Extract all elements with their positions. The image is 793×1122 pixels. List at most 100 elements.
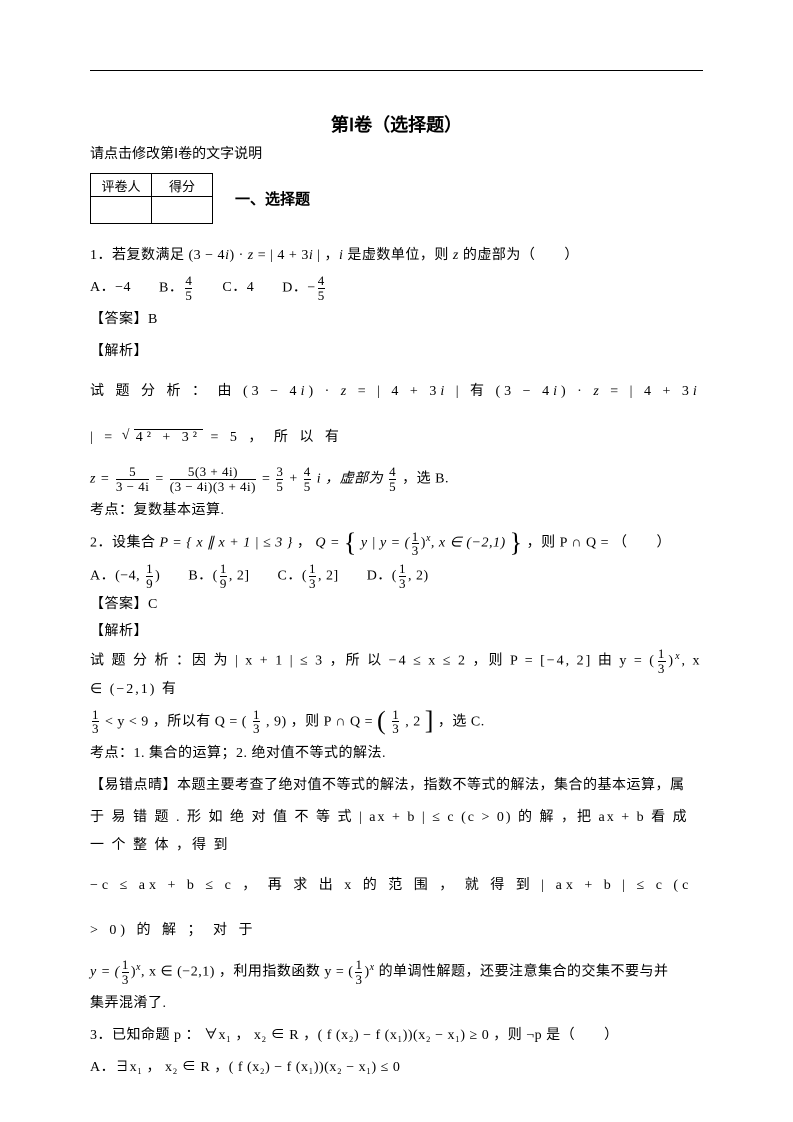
- q2n4fn: 1: [122, 958, 129, 972]
- page: 第Ⅰ卷（选择题） 请点击修改第Ⅰ卷的文字说明 评卷人 得分 一、选择题 1．若复…: [0, 0, 793, 1122]
- q2Qa: Q =: [315, 536, 344, 551]
- q1-optA: A．−4: [90, 274, 131, 302]
- q1-line2: z = 53 − 4i = 5(3 + 4i)(3 − 4i)(3 + 4i) …: [90, 465, 703, 493]
- q1-line1: 试 题 分 析 ： 由 (3 − 4i) · z = | 4 + 3i | 有 …: [90, 370, 703, 461]
- q2-note3: −c ≤ ax + b ≤ c ， 再 求 出 x 的 范 围 ， 就 得 到 …: [90, 864, 703, 954]
- q2l2a: < y < 9 ，所以有 Q = (: [105, 714, 247, 729]
- f3d: 5: [276, 479, 283, 494]
- q2t: ，则 P ∩ Q = （ ）: [527, 536, 671, 551]
- q1-l1b: ) ·: [308, 384, 340, 399]
- q1-optD-pre: D．−: [282, 280, 316, 295]
- q2n4c: , x ∈ (−2,1) ，利用指数函数 y = (: [141, 964, 353, 979]
- q2l2b: , 9) ，则 P ∩ Q =: [266, 714, 377, 729]
- q2-note2: 于 易 错 题 . 形 如 绝 对 值 不 等 式 | ax + b | ≤ c…: [90, 804, 703, 860]
- q1-optB-d: 5: [185, 288, 192, 303]
- q2l1fn: 1: [658, 647, 667, 661]
- q1-optB-n: 4: [185, 274, 192, 288]
- q2n4fd: 3: [122, 972, 129, 987]
- eq1: =: [155, 471, 167, 486]
- q1-t6: 的虚部为（ ）: [459, 248, 579, 263]
- q2P: P = { x ∥ x + 1 | ≤ 3 }: [160, 536, 293, 551]
- q2n4fn2: 1: [355, 958, 362, 972]
- q1-t2: ) ·: [229, 248, 247, 263]
- q1-optC: C．4: [222, 274, 254, 302]
- q2a: 2．设集合: [90, 536, 160, 551]
- q2Cp: C．(: [278, 568, 308, 583]
- q1-optD: D．−45: [282, 274, 327, 302]
- q2-note1: 【易错点晴】本题主要考查了绝对值不等式的解法，指数不等式的解法，集合的基本运算，…: [90, 772, 703, 800]
- q1-l1c: = | 4 + 3: [350, 384, 440, 399]
- q2n4a: y = (: [90, 964, 120, 979]
- q1-l1g: | =: [90, 430, 124, 445]
- q1-t5: 是虚数单位，则: [343, 248, 453, 263]
- bracket-right-icon: ]: [425, 708, 434, 734]
- q2An: 1: [146, 562, 153, 576]
- q2Cd: 3: [309, 576, 316, 591]
- paren-left-icon: (: [377, 708, 386, 734]
- q2l1fd: 3: [658, 661, 667, 676]
- q1-l1h: = 5 ， 所 以 有: [203, 430, 343, 445]
- q3-stem: 3．已知命题 p ： ∀x₁ ， x₂ ∈ R ，( f (x₂) − f (x…: [90, 1022, 703, 1050]
- q2l2c: , 2: [405, 714, 421, 729]
- sqrt-icon: 4² + 3²: [124, 415, 203, 461]
- q2-analysis-label: 【解析】: [90, 621, 703, 643]
- f4n: 4: [304, 465, 311, 479]
- q1-optB-pre: B．: [159, 280, 183, 295]
- q1-options: A．−4 B．45 C．4 D．−45: [90, 274, 703, 302]
- paper-subtitle: 请点击修改第Ⅰ卷的文字说明: [90, 143, 703, 163]
- f2n: 5(3 + 4i): [170, 465, 256, 479]
- q2Cn: 1: [309, 562, 316, 576]
- q2Qd: , x ∈ (−2,1): [431, 536, 510, 551]
- q1-rad: 4² + 3²: [134, 429, 203, 445]
- q2l2d1: 3: [92, 721, 99, 736]
- f2d: (3 − 4i)(3 + 4i): [170, 479, 256, 494]
- q2fn: 1: [412, 530, 419, 544]
- q2Qb: y | y = (: [361, 536, 410, 551]
- q2n4e: 的单调性解题，还要注意集合的交集不要与并: [375, 964, 669, 979]
- q2l2d2: 3: [253, 721, 260, 736]
- q2Bn: 1: [220, 562, 227, 576]
- q1-optD-n: 4: [318, 274, 325, 288]
- score-blank-1: [91, 197, 152, 224]
- q2l2n2: 1: [253, 708, 260, 722]
- q2-kp: 考点：1. 集合的运算；2. 绝对值不等式的解法.: [90, 740, 703, 768]
- q1-kp: 考点：复数基本运算.: [90, 497, 703, 525]
- section-heading: 一、选择题: [235, 188, 310, 209]
- q2Bp: B．(: [188, 568, 218, 583]
- q2-note5: 集弄混淆了.: [90, 990, 703, 1018]
- q2c: ，: [297, 536, 312, 551]
- q1-l1e: ) ·: [561, 384, 593, 399]
- q2l2d: ，选 C.: [438, 714, 485, 729]
- q1-t4: | ，: [313, 248, 339, 263]
- q2-stem: 2．设集合 P = { x ∥ x + 1 | ≤ 3 } ， Q = { y …: [90, 529, 703, 558]
- plus: +: [289, 471, 301, 486]
- q2Dq: , 2): [408, 568, 429, 583]
- q1-l1a: 试 题 分 析 ： 由 (3 − 4: [90, 384, 301, 399]
- brace-left-icon: {: [344, 530, 357, 556]
- q1-analysis-label: 【解析】: [90, 338, 703, 366]
- top-rule: [90, 70, 703, 71]
- q1-t3: = | 4 + 3: [254, 248, 309, 263]
- q2-optC: C．(13, 2]: [278, 562, 339, 590]
- q1-text: 1．若复数满足 (3 − 4: [90, 248, 225, 263]
- q2fd: 3: [412, 543, 419, 558]
- l2t: ，选 B.: [402, 471, 449, 486]
- q2l2d3: 3: [392, 721, 399, 736]
- q2-line1: 试 题 分 析 ：因 为 | x + 1 | ≤ 3 ，所 以 −4 ≤ x ≤…: [90, 647, 703, 704]
- q2-options: A．(−4, 19) B．(19, 2] C．(13, 2] D．(13, 2): [90, 562, 703, 590]
- score-row: 评卷人 得分 一、选择题: [90, 173, 703, 224]
- q2Aq: ): [155, 568, 160, 583]
- q2-optD: D．(13, 2): [367, 562, 429, 590]
- score-table: 评卷人 得分: [90, 173, 213, 224]
- q2Bq: , 2]: [229, 568, 250, 583]
- q3-optA: A．∃x₁ ， x₂ ∈ R ，( f (x₂) − f (x₁))(x₂ − …: [90, 1054, 703, 1082]
- f5n: 4: [389, 465, 396, 479]
- q1-l1d: | 有 (3 − 4: [448, 384, 553, 399]
- q2Dp: D．(: [367, 568, 397, 583]
- q2-optA: A．(−4, 19): [90, 562, 160, 590]
- q2l2n1: 1: [92, 708, 99, 722]
- f4d: 5: [304, 479, 311, 494]
- q1-optB: B．45: [159, 274, 194, 302]
- q1-l2a: z =: [90, 471, 114, 486]
- q2n4fd2: 3: [355, 972, 362, 987]
